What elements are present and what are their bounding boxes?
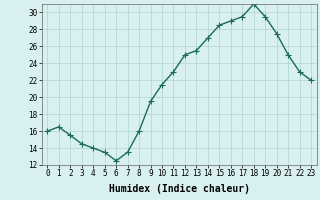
X-axis label: Humidex (Indice chaleur): Humidex (Indice chaleur)	[109, 184, 250, 194]
